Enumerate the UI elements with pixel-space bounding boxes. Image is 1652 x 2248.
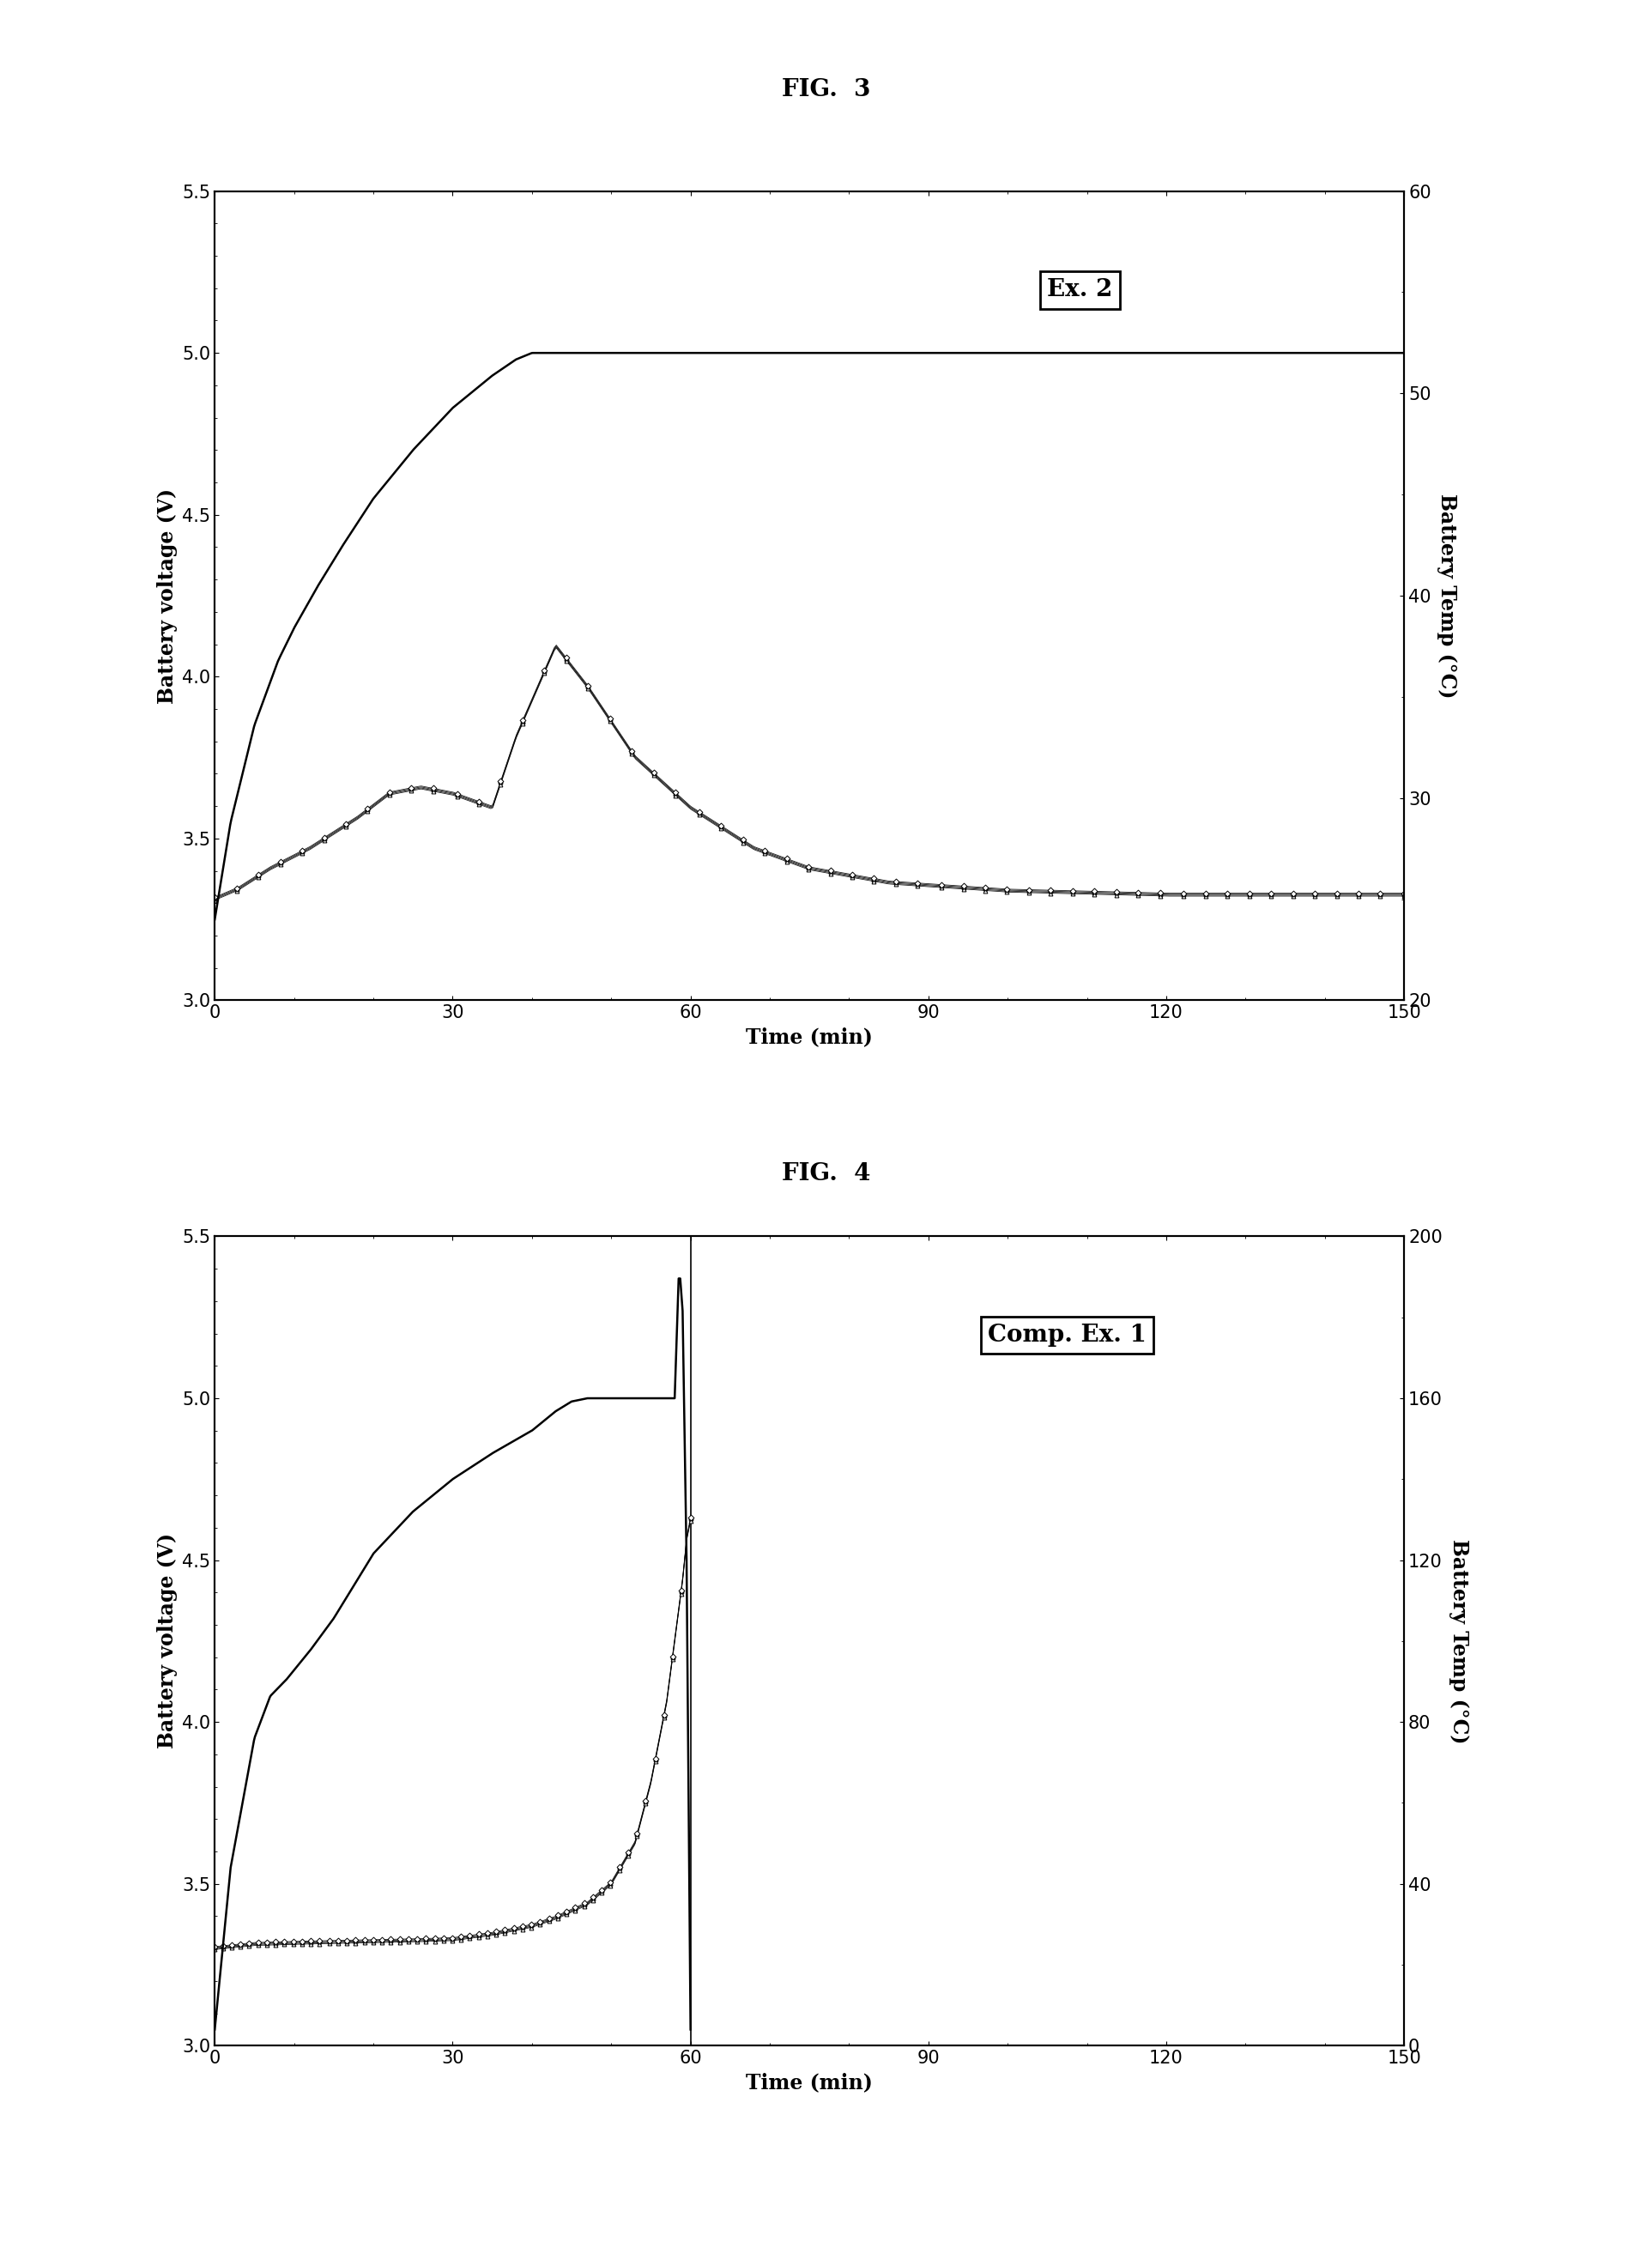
- Text: FIG.  3: FIG. 3: [781, 79, 871, 101]
- Y-axis label: Battery voltage (V): Battery voltage (V): [157, 1533, 177, 1749]
- Text: FIG.  4: FIG. 4: [781, 1162, 871, 1185]
- Y-axis label: Battery Temp (°C): Battery Temp (°C): [1449, 1538, 1469, 1744]
- X-axis label: Time (min): Time (min): [747, 1027, 872, 1048]
- Y-axis label: Battery voltage (V): Battery voltage (V): [157, 488, 177, 704]
- Text: Ex. 2: Ex. 2: [1047, 279, 1113, 301]
- Y-axis label: Battery Temp (°C): Battery Temp (°C): [1437, 492, 1457, 699]
- X-axis label: Time (min): Time (min): [747, 2073, 872, 2093]
- Text: Comp. Ex. 1: Comp. Ex. 1: [988, 1324, 1146, 1347]
